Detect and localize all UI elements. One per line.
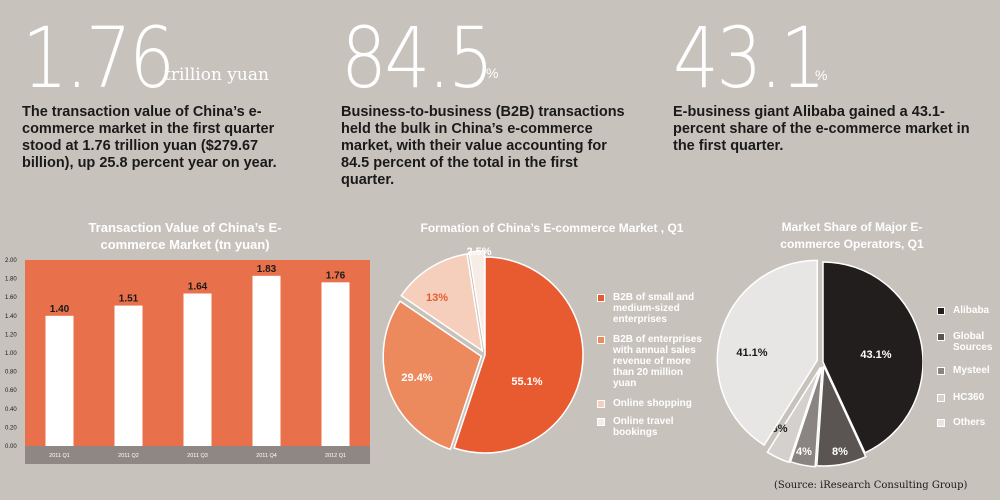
pie-slice-label: 55.1% bbox=[511, 376, 542, 388]
legend-swatch bbox=[937, 367, 945, 375]
pie-slice bbox=[816, 365, 867, 467]
market-share-legend: Alibaba Global Sources Mysteel HC360 Others bbox=[937, 305, 999, 435]
bar bbox=[321, 282, 350, 446]
pie-slice-label: 29.4% bbox=[401, 372, 432, 384]
pie-slice-label: 41.1% bbox=[736, 347, 767, 359]
x-tick-label: 2011 Q1 bbox=[49, 453, 70, 459]
y-tick-label: 0.40 bbox=[5, 407, 17, 413]
formation-pie-title: Formation of China’s E-commerce Market ,… bbox=[420, 221, 684, 235]
legend-label: Mysteel bbox=[953, 365, 990, 376]
stat-description: The transaction value of China’s e-comme… bbox=[22, 104, 277, 171]
x-tick-label: 2011 Q2 bbox=[118, 453, 139, 459]
legend-swatch bbox=[937, 307, 945, 315]
legend-swatch bbox=[597, 400, 605, 408]
pie-slice bbox=[453, 256, 584, 454]
stat-big-number: 43.1 bbox=[673, 9, 826, 107]
pie-slice-label: 13% bbox=[426, 292, 448, 304]
bar-data-label: 1.51 bbox=[119, 294, 139, 305]
legend-label: Online shopping bbox=[613, 398, 692, 409]
pie-slice-label: 43.1% bbox=[860, 349, 891, 361]
legend-label: Alibaba bbox=[953, 305, 990, 316]
stat-description: E-business giant Alibaba gained a 43.1-p… bbox=[673, 104, 970, 154]
y-tick-label: 2.00 bbox=[5, 258, 17, 264]
legend-label: B2B of enterprises with annual sales rev… bbox=[613, 334, 702, 389]
stat-unit: % bbox=[486, 65, 499, 81]
pie-slice bbox=[822, 261, 923, 454]
source-note: (Source: iResearch Consulting Group) bbox=[774, 480, 968, 491]
legend-label: Online travel bookings bbox=[613, 416, 674, 438]
bar bbox=[45, 315, 74, 446]
stat-description: Business-to-business (B2B) transactions … bbox=[341, 104, 625, 188]
legend-swatch bbox=[597, 418, 605, 426]
bar-chart-title: Transaction Value of China’s E-commerce … bbox=[60, 219, 310, 253]
pie-slice bbox=[400, 253, 484, 353]
bar-x-axis-band bbox=[25, 446, 370, 464]
bar bbox=[252, 275, 281, 446]
bar bbox=[183, 293, 212, 446]
bar-data-label: 1.76 bbox=[326, 270, 346, 281]
legend-label: HC360 bbox=[953, 392, 985, 403]
pie-slice bbox=[382, 300, 483, 451]
legend-label: Others bbox=[953, 417, 986, 428]
market-share-pie-title-text: Market Share of Major E-commerce Operato… bbox=[780, 220, 924, 251]
y-tick-label: 1.40 bbox=[5, 314, 17, 320]
y-tick-label: 1.20 bbox=[5, 332, 17, 338]
bar-chart-title-text: Transaction Value of China’s E-commerce … bbox=[88, 220, 282, 252]
pie-slice bbox=[716, 259, 818, 447]
legend-swatch bbox=[597, 294, 605, 302]
pie-slice-label: 2.5% bbox=[466, 246, 491, 258]
stat-unit: trillion yuan bbox=[164, 65, 269, 85]
market-share-pie-chart: 43.1%8%4%3.8%41.1% bbox=[716, 259, 923, 468]
legend-swatch bbox=[937, 333, 945, 341]
legend-label: Global Sources bbox=[953, 331, 993, 353]
y-tick-label: 0.00 bbox=[5, 444, 17, 450]
formation-legend: B2B of small and medium-sized enterprise… bbox=[597, 292, 747, 452]
stat-big-number: 84.5 bbox=[341, 9, 494, 107]
legend-label: B2B of small and medium-sized enterprise… bbox=[613, 292, 695, 325]
bar bbox=[114, 305, 143, 446]
x-tick-label: 2011 Q4 bbox=[256, 453, 277, 459]
x-tick-label: 2011 Q3 bbox=[187, 453, 208, 459]
market-share-pie-title: Market Share of Major E-commerce Operato… bbox=[752, 219, 952, 253]
y-tick-label: 1.00 bbox=[5, 351, 17, 357]
pie-slice-label: 4% bbox=[796, 446, 812, 458]
y-tick-label: 0.60 bbox=[5, 388, 17, 394]
bar-data-label: 1.40 bbox=[50, 304, 70, 315]
pie-slice-label: 8% bbox=[832, 446, 848, 458]
bar-data-label: 1.83 bbox=[257, 264, 277, 275]
y-tick-label: 1.80 bbox=[5, 277, 17, 283]
pie-slice bbox=[468, 250, 486, 350]
legend-swatch bbox=[597, 336, 605, 344]
legend-swatch bbox=[937, 419, 945, 427]
bar-chart: 0.00 0.20 0.40 0.60 0.80 1.00 1.20 1.40 1.60 1.80… bbox=[5, 258, 370, 464]
y-tick-label: 1.60 bbox=[5, 295, 17, 301]
legend-swatch bbox=[937, 394, 945, 402]
bar-data-label: 1.64 bbox=[188, 281, 208, 292]
pie-slice bbox=[766, 367, 822, 464]
x-tick-label: 2012 Q1 bbox=[325, 453, 346, 459]
pie-slice bbox=[789, 366, 823, 468]
stat-big-number: 1.76 bbox=[22, 9, 175, 107]
formation-pie-chart: 55.1% 29.4% 13% 2.5% bbox=[382, 246, 584, 454]
stat-unit: % bbox=[815, 67, 828, 83]
y-tick-label: 0.80 bbox=[5, 370, 17, 376]
y-tick-label: 0.20 bbox=[5, 425, 17, 431]
